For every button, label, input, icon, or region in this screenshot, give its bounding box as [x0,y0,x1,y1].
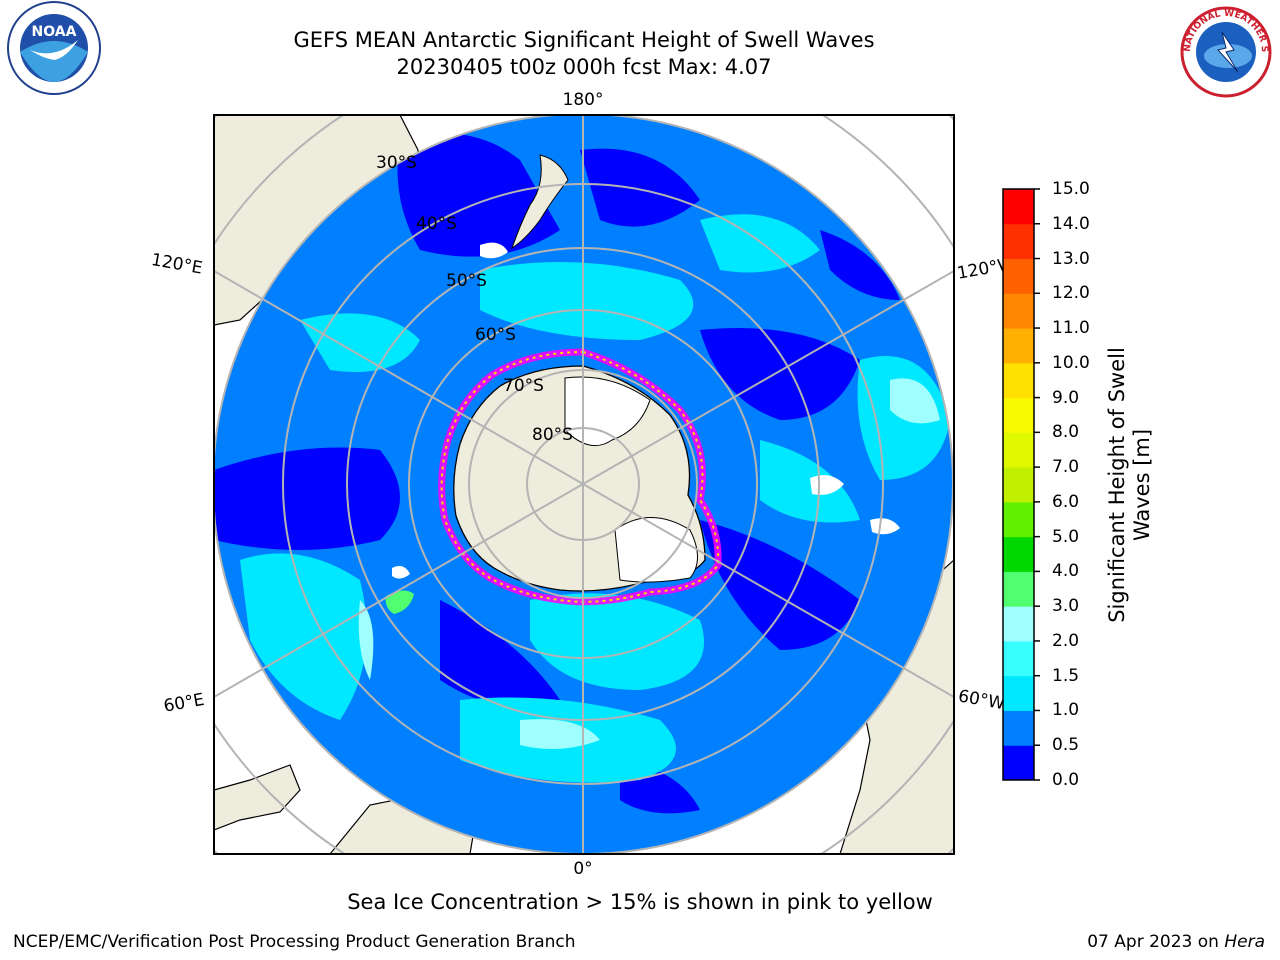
colorbar [1002,188,1040,781]
colorbar-tick-label: 15.0 [1052,179,1090,199]
colorbar-bin [1003,536,1034,572]
map-title: GEFS MEAN Antarctic Significant Height o… [293,28,875,52]
colorbar-bin [1003,640,1034,677]
colorbar-bin [1003,606,1034,642]
colorbar-tick-label: 13.0 [1052,248,1090,269]
colorbar-tick-label: 4.0 [1052,561,1080,582]
colorbar-bin [1003,467,1034,503]
antarctica [438,348,722,606]
lat-label-30s: 30°S [376,153,417,173]
colorbar-tick-label: 8.0 [1052,422,1080,443]
colorbar-tick-label: 6.0 [1052,491,1080,512]
weddell-ice-shelf [614,517,698,583]
colorbar-bin [1003,328,1034,364]
lat-label-40s: 40°S [416,214,457,234]
colorbar-label-line2: Waves [m] [1130,428,1154,542]
lon-label-0: 0° [573,859,592,879]
colorbar-bin [1003,258,1034,294]
colorbar-tick-label: 11.0 [1052,318,1090,339]
colorbar-tick-label: 0.5 [1052,735,1080,756]
colorbar-tick-label: 12.0 [1052,283,1090,304]
colorbar-bin [1003,397,1034,433]
swell-peak-region [385,590,414,614]
lat-label-70s: 70°S [503,376,544,396]
lat-label-80s: 80°S [532,425,573,445]
map-subtitle: 20230405 t00z 000h fcst Max: 4.07 [396,55,772,79]
colorbar-tick-label: 1.0 [1052,700,1080,721]
colorbar-tick-label: 0.0 [1052,770,1080,790]
lon-label-120e: 120°E [150,250,204,279]
lat-label-60s: 60°S [475,325,516,345]
colorbar-tick-label: 10.0 [1052,352,1090,373]
colorbar-bin [1003,189,1034,225]
footer-date-text: 07 Apr 2023 on [1087,932,1225,952]
colorbar-bin [1003,501,1034,538]
colorbar-tick-label: 1.5 [1052,665,1080,686]
lat-label-50s: 50°S [446,271,487,291]
colorbar-bin [1003,432,1034,468]
colorbar-bin [1003,675,1034,711]
lon-label-180: 180° [563,90,604,110]
footer-date: 07 Apr 2023 on Hera [1087,932,1265,952]
map-frame [213,114,955,855]
lon-label-60w: 60°W [957,686,1007,714]
colorbar-bin [1003,223,1034,260]
colorbar-bin [1003,745,1034,781]
footer-credit: NCEP/EMC/Verification Post Processing Pr… [13,932,576,952]
colorbar-tick-label: 9.0 [1052,387,1080,408]
noaa-logo-text: NOAA [32,24,77,40]
colorbar-bin [1003,710,1034,746]
colorbar-label-line1: Significant Height of Swell [1105,347,1129,623]
sea-ice-note: Sea Ice Concentration > 15% is shown in … [347,890,933,914]
footer-machine: Hera [1224,932,1265,952]
swell-low-regions [214,133,900,814]
swell-high-regions [358,378,940,749]
colorbar-tick-label: 14.0 [1052,213,1090,234]
colorbar-tick-label: 2.0 [1052,630,1080,651]
colorbar-tick-label: 3.0 [1052,596,1080,617]
lon-label-60e: 60°E [162,690,206,717]
colorbar-bin [1003,571,1034,607]
colorbar-tick-label: 5.0 [1052,526,1080,547]
africa-land [214,764,301,831]
new-zealand-land [511,154,569,250]
colorbar-bin [1003,293,1034,329]
noaa-logo: NOAA [7,1,101,95]
colorbar-frame [1002,188,1035,781]
colorbar-tick-label: 7.0 [1052,457,1080,478]
nws-logo: NATIONAL WEATHER SERVICE [1172,0,1272,98]
colorbar-bin [1003,362,1034,399]
